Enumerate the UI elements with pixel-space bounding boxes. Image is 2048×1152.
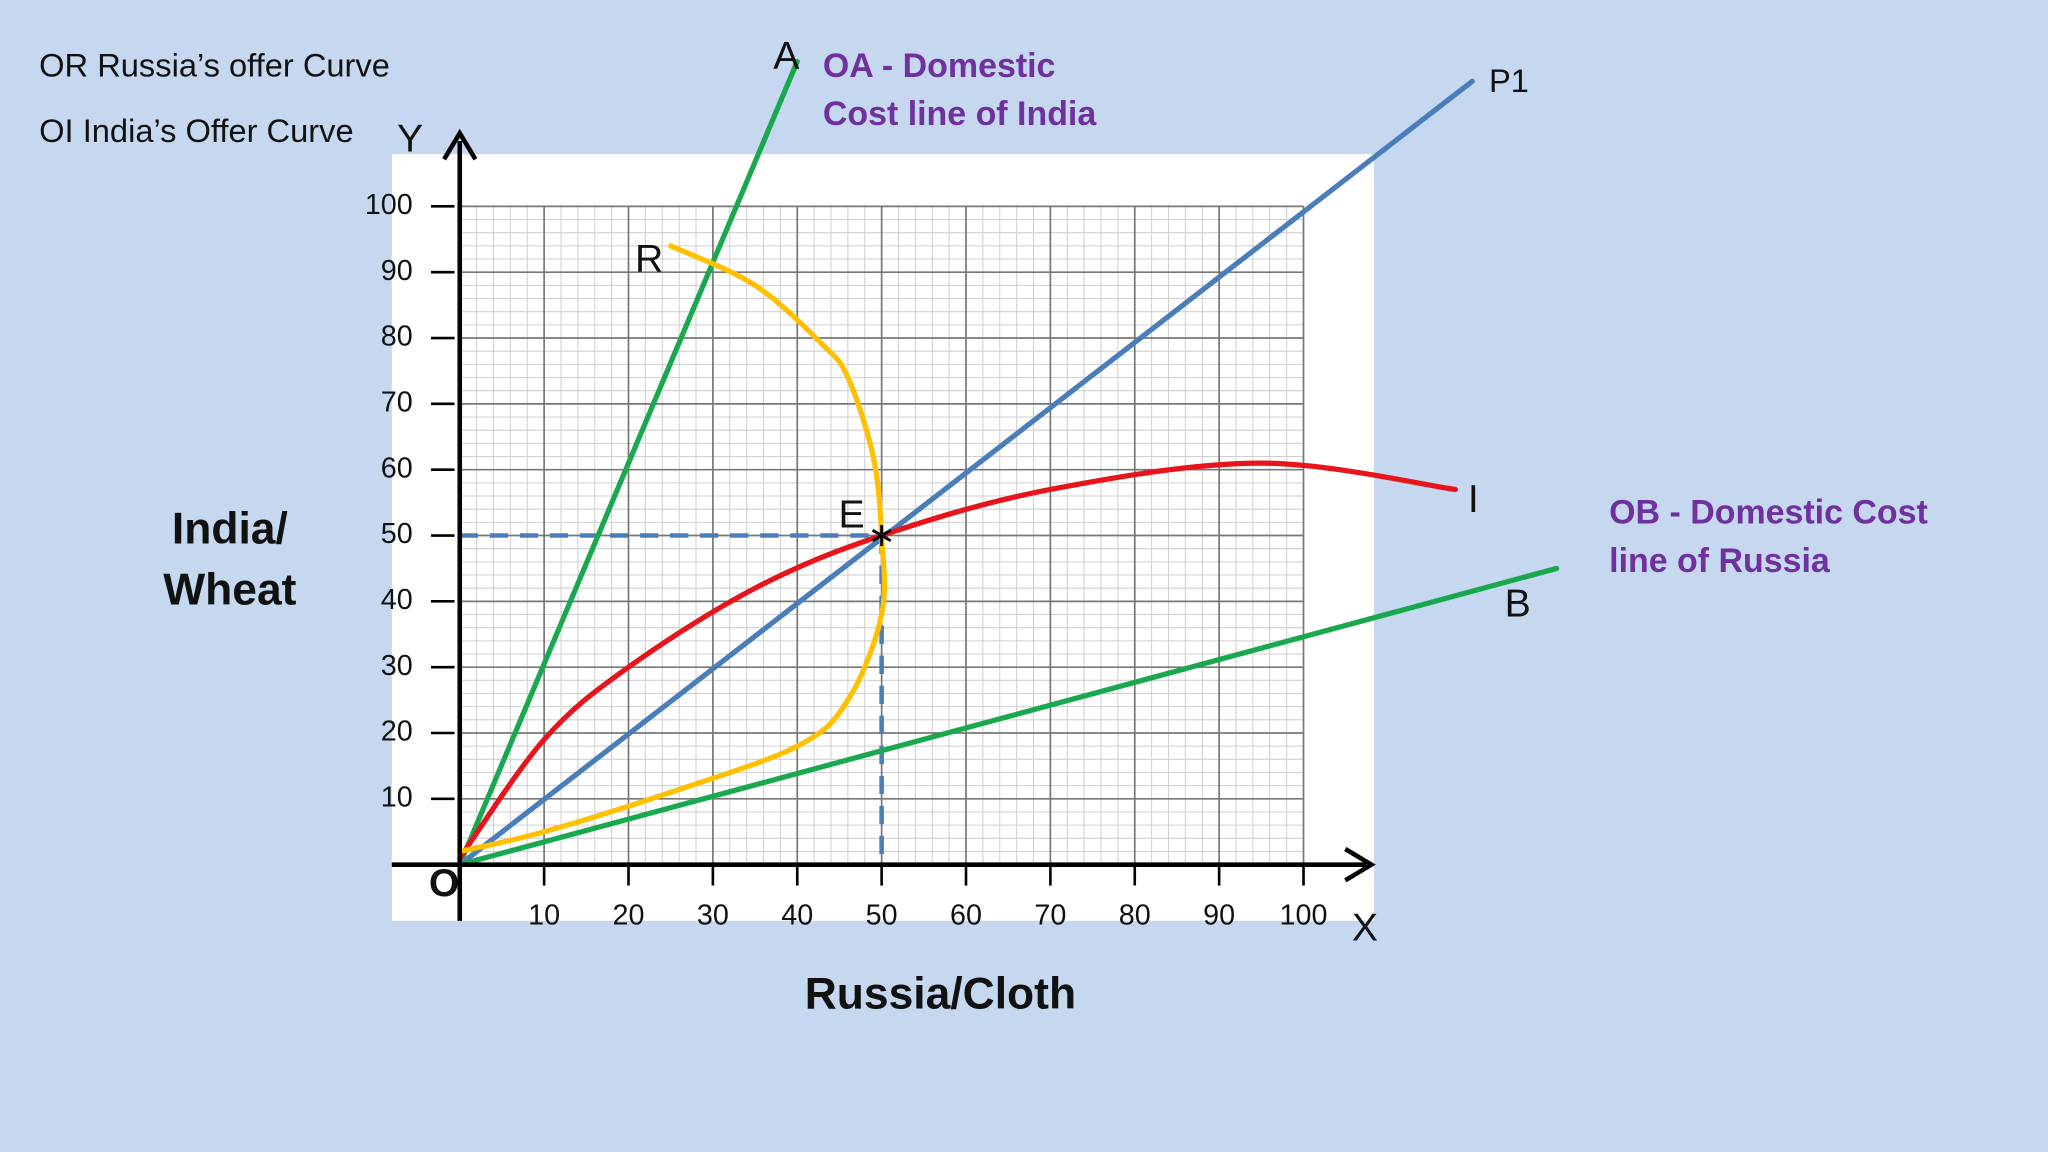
x-tick-label: 40: [781, 899, 813, 931]
x-tick-label: 50: [866, 899, 898, 931]
series-label: P1: [1489, 62, 1529, 99]
x-tick-label: 100: [1280, 899, 1328, 931]
series-label: A: [773, 35, 800, 78]
y-tick-label: 50: [381, 518, 413, 550]
note: OR Russia’s offer Curve: [39, 47, 390, 84]
axes: [391, 128, 1376, 921]
y-axis-name: Y: [397, 117, 423, 160]
x-arrow: [1344, 847, 1376, 883]
curve: [457, 58, 800, 868]
y-tick-label: 40: [381, 584, 413, 616]
y-axis-label: Wheat: [163, 566, 296, 615]
curve: [457, 78, 1475, 868]
annotation: OA - Domestic: [823, 47, 1056, 85]
y-tick-label: 80: [381, 321, 413, 353]
point-label: E: [839, 494, 865, 537]
y-tick-label: 60: [381, 452, 413, 484]
series-label: R: [635, 238, 663, 281]
y-axis-label: India/: [172, 504, 288, 553]
series-label: I: [1468, 478, 1479, 521]
origin-label: O: [429, 862, 459, 905]
y-tick-label: 70: [381, 386, 413, 418]
point-e: [871, 525, 892, 546]
x-tick-label: 30: [697, 899, 729, 931]
curve: [457, 565, 1560, 868]
lines: [457, 58, 1560, 868]
asterisk-stroke: [871, 529, 892, 542]
y-tick-label: 10: [381, 781, 413, 813]
x-axis-name: X: [1352, 906, 1378, 949]
note: OI India’s Offer Curve: [39, 112, 353, 149]
x-tick-label: 90: [1203, 899, 1235, 931]
x-axis-label: Russia/Cloth: [805, 969, 1076, 1018]
y-arrow: [442, 128, 478, 161]
annotation: OB - Domestic Cost: [1609, 494, 1928, 532]
annotation: Cost line of India: [823, 95, 1098, 133]
y-tick-label: 30: [381, 650, 413, 682]
series-label: B: [1505, 582, 1531, 625]
curve: [457, 243, 888, 855]
x-tick-label: 60: [950, 899, 982, 931]
x-tick-label: 10: [528, 899, 560, 931]
curve: [457, 460, 1458, 861]
y-tick-label: 20: [381, 716, 413, 748]
x-tick-label: 20: [613, 899, 645, 931]
y-tick-label: 100: [365, 189, 413, 221]
x-tick-label: 70: [1034, 899, 1066, 931]
y-tick-label: 90: [381, 255, 413, 287]
x-tick-label: 80: [1119, 899, 1151, 931]
annotation: line of Russia: [1609, 542, 1831, 580]
